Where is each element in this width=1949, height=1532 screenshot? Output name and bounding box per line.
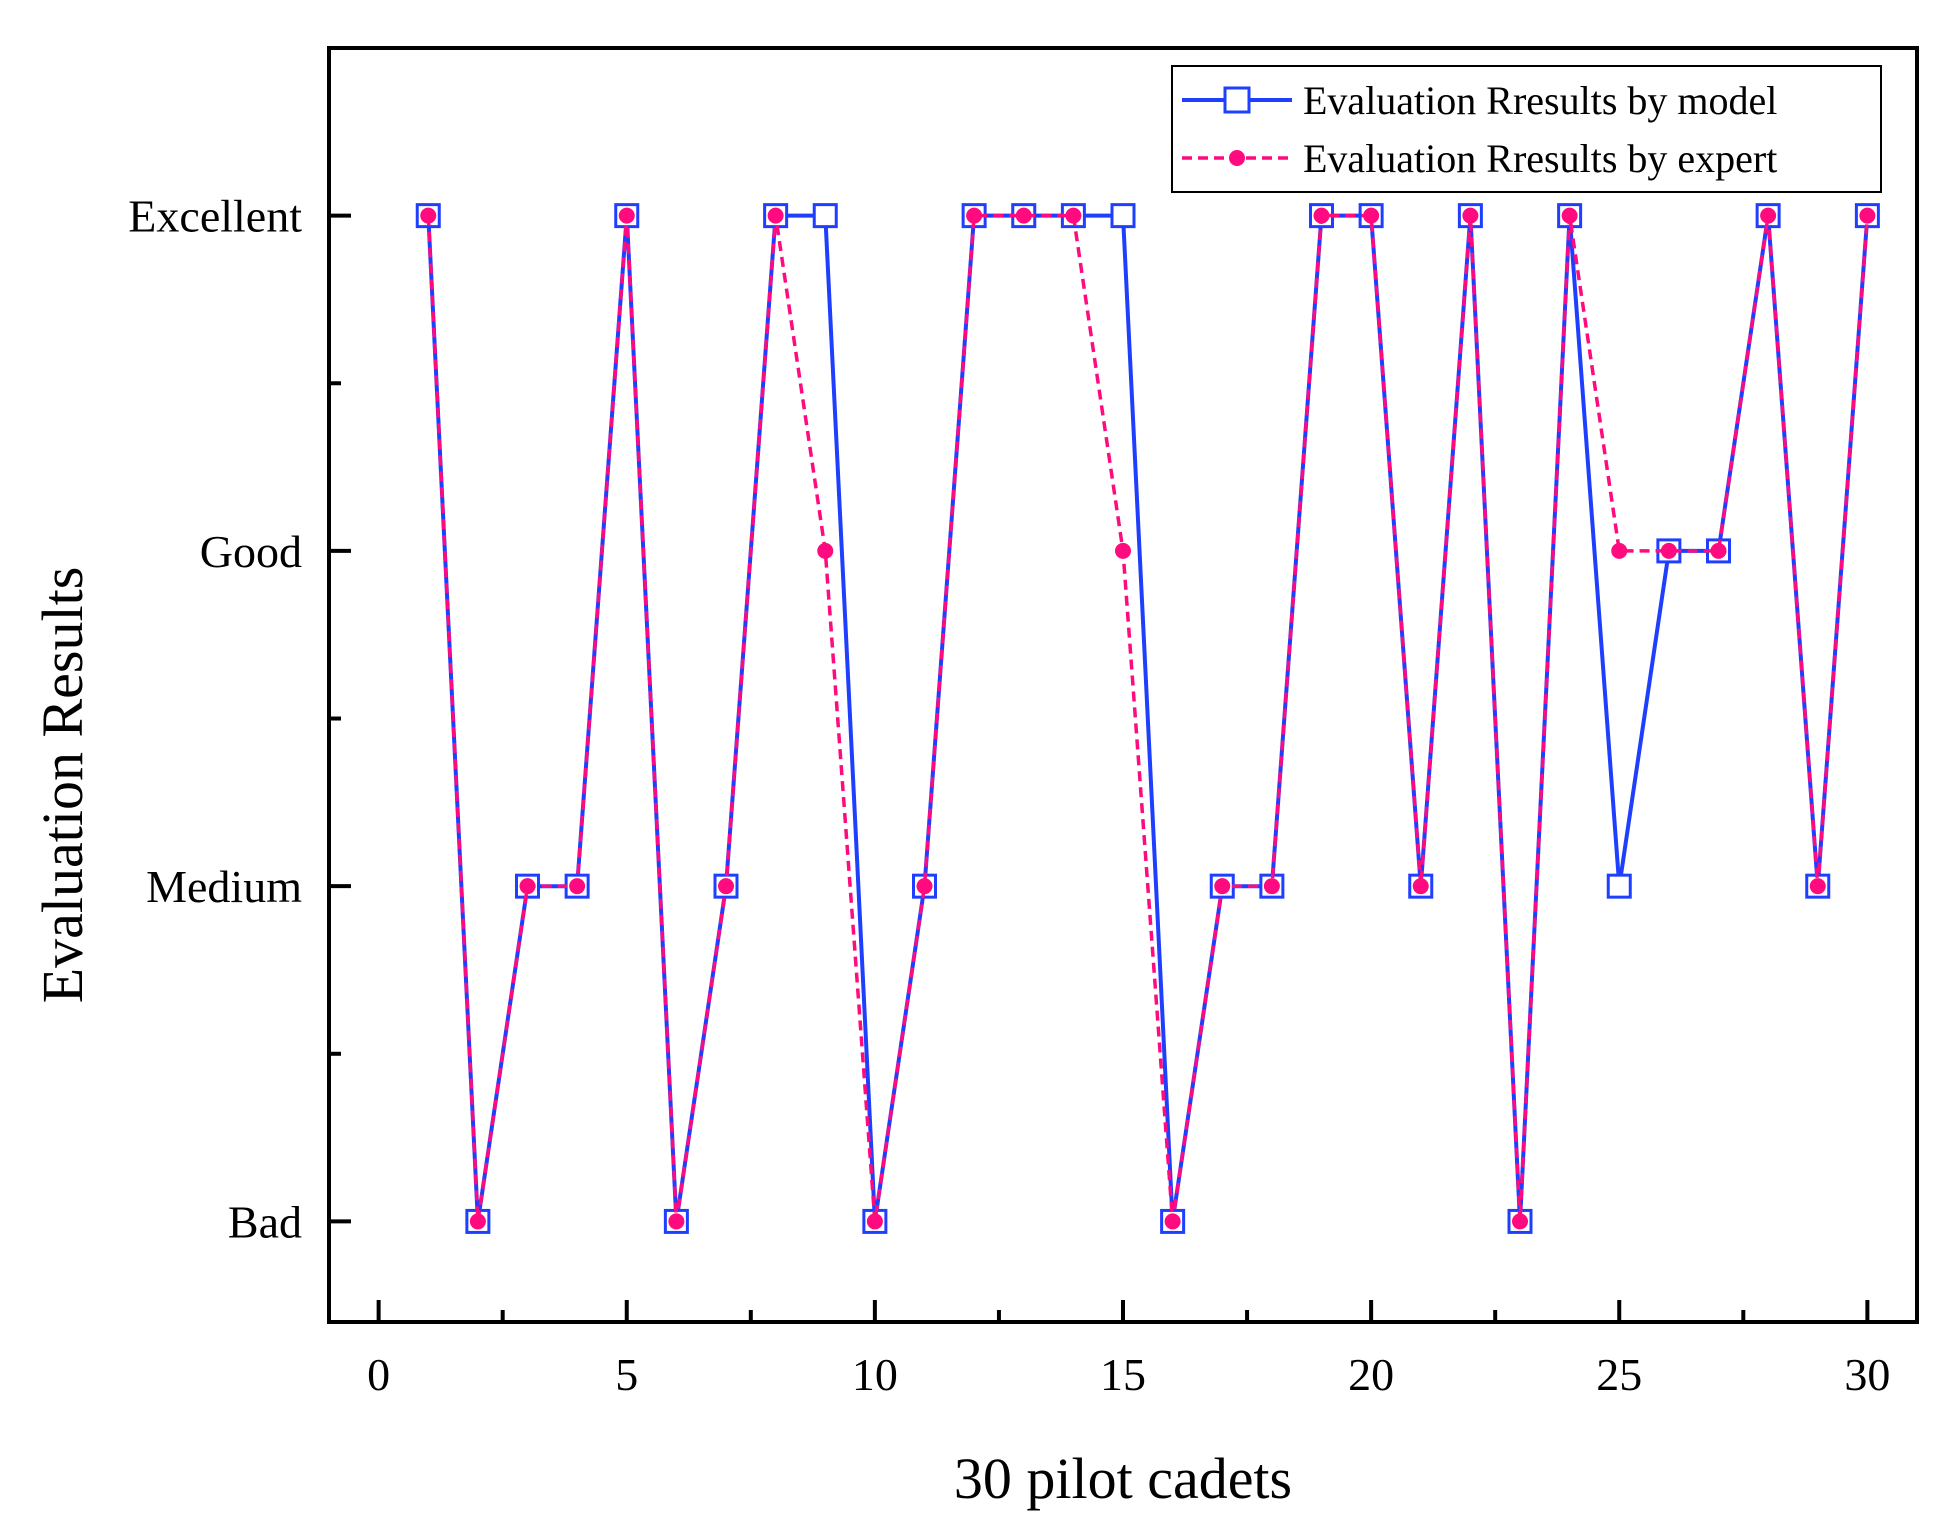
x-tick-label-0: 0 — [367, 1349, 390, 1400]
data-point-expert-2 — [469, 1213, 486, 1230]
data-point-expert-9 — [817, 542, 834, 559]
data-point-expert-10 — [866, 1213, 883, 1230]
series-1 — [415, 203, 1880, 1234]
legend-label-2: Evaluation Rresults by expert — [1303, 136, 1777, 181]
y-tick-label-good: Good — [200, 526, 302, 577]
data-point-model-25 — [1606, 873, 1632, 899]
data-point-expert-25 — [1611, 542, 1628, 559]
data-point-expert-20 — [1363, 207, 1380, 224]
data-point-expert-21 — [1412, 878, 1429, 895]
data-point-expert-18 — [1263, 878, 1280, 895]
data-point-expert-7 — [718, 878, 734, 895]
data-point-expert-22 — [1462, 207, 1479, 224]
data-point-expert-28 — [1760, 207, 1777, 224]
series-2-line — [426, 213, 1870, 1224]
legend: Evaluation Rresults by model Evaluation R… — [1171, 65, 1882, 193]
series-layer — [415, 203, 1880, 1234]
data-point-expert-16 — [1164, 1213, 1181, 1230]
x-tick-label-20: 20 — [1348, 1349, 1394, 1400]
axes: 0 5 10 15 20 25 30 Bad Medium Good Excellent — [128, 191, 1890, 1400]
x-tick-label-30: 30 — [1844, 1349, 1890, 1400]
x-tick-label-15: 15 — [1100, 1349, 1146, 1400]
data-point-expert-12 — [966, 207, 983, 224]
data-point-expert-5 — [618, 207, 635, 224]
y-axis-title: Evaluation Results — [30, 567, 95, 1004]
y-tick-label-bad: Bad — [228, 1196, 302, 1247]
data-point-expert-13 — [1015, 207, 1032, 224]
data-point-expert-24 — [1561, 207, 1578, 224]
data-point-expert-19 — [1313, 207, 1330, 224]
data-point-expert-15 — [1115, 542, 1131, 559]
data-point-expert-14 — [1065, 207, 1082, 224]
x-axis-title: 30 pilot cadets — [954, 1446, 1292, 1511]
y-tick-label-medium: Medium — [146, 861, 302, 912]
legend-box — [1171, 65, 1882, 193]
data-point-expert-29 — [1809, 878, 1826, 895]
data-point-model-15 — [1110, 203, 1136, 229]
data-point-expert-8 — [767, 207, 784, 224]
data-point-expert-1 — [420, 207, 437, 224]
data-point-expert-27 — [1710, 542, 1727, 559]
data-point-expert-30 — [1859, 207, 1876, 224]
data-point-expert-11 — [916, 878, 933, 895]
series-2 — [420, 207, 1876, 1230]
series-1-line — [426, 213, 1870, 1224]
data-point-expert-17 — [1214, 878, 1231, 895]
data-point-expert-3 — [519, 878, 536, 895]
data-point-model-9 — [812, 203, 838, 229]
x-tick-label-10: 10 — [852, 1349, 898, 1400]
data-point-expert-4 — [569, 878, 586, 895]
x-tick-label-25: 25 — [1596, 1349, 1642, 1400]
x-tick-label-5: 5 — [615, 1349, 638, 1400]
legend-marker-expert — [1229, 150, 1245, 166]
y-tick-label-excellent: Excellent — [128, 191, 302, 242]
legend-label-1: Evaluation Rresults by model — [1303, 78, 1777, 123]
data-point-expert-6 — [668, 1213, 685, 1230]
legend-marker-model — [1223, 86, 1251, 114]
data-point-expert-23 — [1512, 1213, 1528, 1230]
data-point-expert-26 — [1660, 542, 1677, 559]
